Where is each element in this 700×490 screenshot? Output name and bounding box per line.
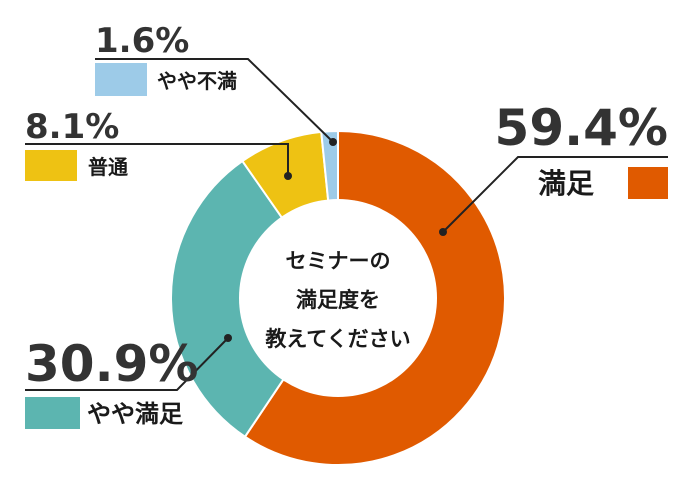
callout-futsu: 8.1% 普通: [25, 107, 292, 181]
value-label-manzoku: 59.4%: [495, 99, 668, 157]
center-text-line-2: 満足度を: [296, 288, 380, 312]
legend-label-yaya-fuman: やや不満: [157, 69, 237, 93]
leader-dot-yaya-manzoku: [224, 334, 232, 342]
legend-label-futsu: 普通: [88, 155, 128, 179]
value-label-futsu: 8.1%: [25, 107, 119, 147]
leader-line-yaya-fuman: [95, 58, 334, 143]
legend-label-manzoku: 満足: [538, 167, 594, 200]
legend-swatch-futsu: [25, 150, 77, 181]
legend-swatch-manzoku: [628, 167, 668, 199]
callout-yaya-fuman: 1.6% やや不満: [95, 21, 337, 146]
value-label-yaya-manzoku: 30.9%: [25, 335, 198, 393]
callout-yaya-manzoku: 30.9% やや満足: [25, 334, 232, 429]
legend-label-yaya-manzoku: やや満足: [87, 400, 183, 428]
center-text-line-1: セミナーの: [286, 249, 391, 273]
leader-line-futsu: [25, 143, 289, 176]
callout-manzoku: 59.4% 満足: [439, 99, 668, 236]
leader-dot-futsu: [284, 172, 292, 180]
legend-swatch-yaya-manzoku: [25, 397, 80, 429]
leader-dot-manzoku: [439, 228, 447, 236]
center-text-line-3: 教えてください: [265, 327, 410, 351]
leader-line-manzoku: [442, 156, 668, 233]
donut-hole: [239, 199, 437, 397]
value-label-yaya-fuman: 1.6%: [95, 21, 189, 61]
center-text: セミナーの 満足度を 教えてください: [265, 249, 410, 351]
leader-line-yaya-manzoku: [25, 337, 229, 391]
leader-dot-yaya-fuman: [329, 138, 337, 146]
legend-swatch-yaya-fuman: [95, 63, 147, 96]
